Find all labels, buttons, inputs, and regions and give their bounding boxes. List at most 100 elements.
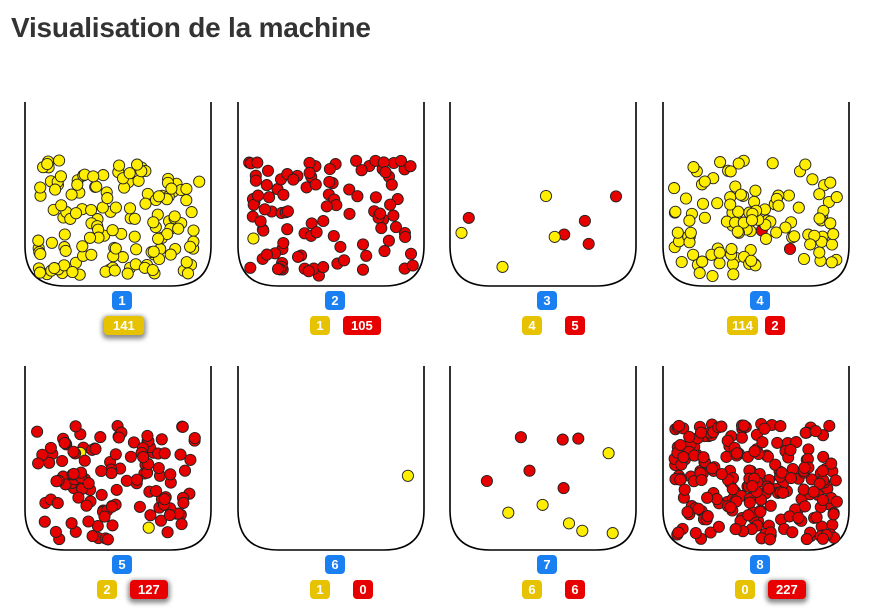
yellow-ball [745,254,758,267]
red-ball [774,420,787,433]
red-ball [184,453,197,466]
red-ball [720,450,733,463]
red-ball [572,432,585,445]
jar-outline [24,102,212,287]
red-ball [56,454,69,468]
yellow-ball [797,252,811,266]
red-ball [176,420,189,433]
red-ball [762,482,775,495]
red-ball [674,438,687,452]
yellow-ball [671,226,684,239]
red-ball [692,502,705,515]
red-ball [672,526,685,539]
yellow-ball [606,527,619,540]
red-ball [350,154,363,167]
red-ball [309,178,322,191]
red-ball [65,517,78,530]
red-ball [404,160,417,173]
yellow-ball [825,256,838,269]
yellow-ball [779,221,792,234]
red-ball [369,191,382,204]
red-ball [281,223,294,236]
red-ball [810,511,823,524]
machine-id-badge: 5 [112,555,132,574]
yellow-ball [827,228,840,241]
yellow-ball [602,447,615,460]
red-ball [31,425,44,438]
red-ball [303,166,316,179]
red-ball [310,226,323,239]
red-ball [58,436,71,450]
yellow-ball [732,157,745,170]
red-ball [701,491,714,504]
red-ball [78,454,91,467]
yellow-ball [679,192,693,205]
yellow-ball [502,506,515,519]
yellow-ball [180,256,193,269]
yellow-ball [725,242,738,256]
machine-jar [449,102,637,287]
red-ball [49,525,62,538]
yellow-ball [45,236,58,249]
machine-id-badge: 4 [750,291,770,310]
red-ball [701,510,714,523]
red-ball [775,466,788,479]
red-ball [133,500,146,513]
yellow-count-badge: 1 [310,580,330,599]
yellow-ball [41,157,54,171]
yellow-ball [804,238,817,251]
red-ball [261,164,275,177]
yellow-ball [90,180,103,193]
red-ball [823,419,836,432]
yellow-ball [55,199,68,212]
yellow-ball [724,198,737,211]
machine-id-badge: 1 [112,291,132,310]
yellow-ball [799,158,812,171]
red-ball [807,485,820,498]
red-ball [95,488,108,501]
page-title: Visualisation de la machine [11,12,371,43]
red-ball [155,433,168,446]
yellow-count-badge: 114 [727,316,758,335]
red-ball [110,483,123,496]
red-ball [249,174,262,187]
red-ball [356,238,370,251]
yellow-ball [562,517,576,530]
jar-outline [662,366,850,551]
yellow-ball [85,203,98,217]
red-ball [694,426,708,439]
red-ball [251,189,265,202]
red-ball [154,514,168,527]
red-ball [523,464,536,477]
red-ball [101,533,114,546]
red-ball [106,519,119,532]
yellow-ball [734,188,747,201]
red-ball [384,198,397,211]
red-ball [356,263,370,276]
red-ball [175,518,188,531]
red-ball [130,473,144,486]
red-ball [254,215,267,228]
machine-jar [237,366,425,551]
yellow-ball [69,207,83,220]
yellow-ball [824,176,837,189]
yellow-ball [66,265,79,279]
red-ball [302,265,315,278]
yellow-ball [131,158,144,171]
red-ball [743,496,756,509]
yellow-ball [142,521,155,534]
red-ball [334,240,347,253]
machine-4: 4 114 2 [650,98,862,348]
red-ball [317,261,330,274]
red-ball [281,205,294,218]
yellow-ball [766,157,779,170]
yellow-ball [123,202,137,215]
yellow-ball [696,255,709,268]
red-ball [38,515,51,528]
red-ball [729,523,742,536]
yellow-ball [128,230,141,243]
red-ball [375,222,388,235]
jar-outline [449,102,637,287]
red-ball [681,505,694,519]
red-ball [674,473,687,486]
